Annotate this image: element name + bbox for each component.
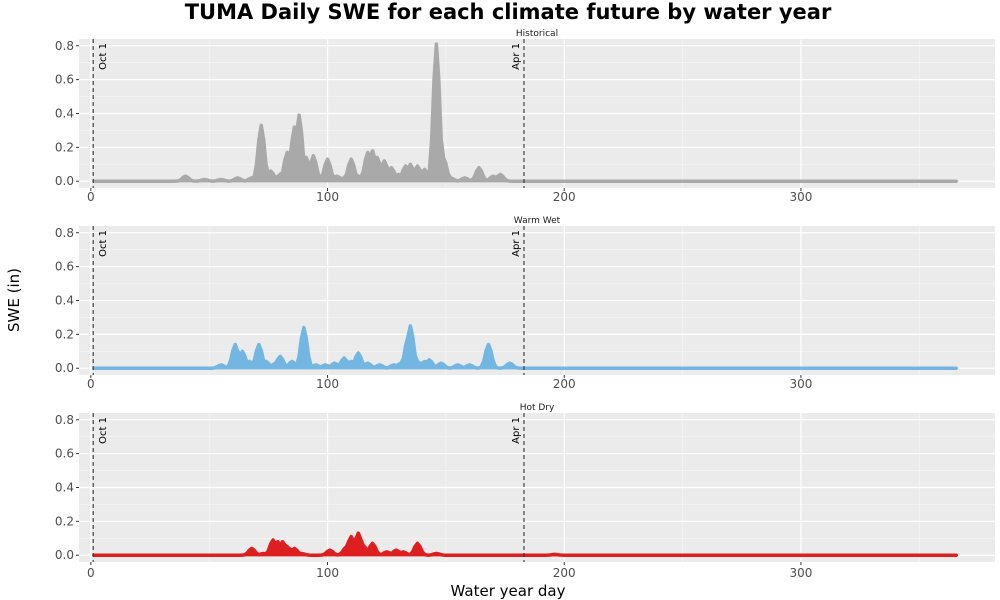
x-tick-label: 100 (316, 377, 339, 391)
y-tick-label: 0.4 (55, 481, 74, 495)
y-tick-label: 0.4 (55, 107, 74, 121)
y-tick-label: 0.8 (55, 413, 74, 427)
x-tick-label: 100 (316, 190, 339, 204)
x-tick-label: 0 (87, 190, 95, 204)
y-tick-label: 0.0 (55, 548, 74, 562)
panel-strip-label: Historical (516, 29, 558, 39)
swe-series-line (93, 324, 958, 370)
x-tick-label: 0 (87, 377, 95, 391)
y-tick-label: 0.0 (55, 361, 74, 375)
x-tick-label: 200 (553, 377, 576, 391)
reference-line-label: Apr 1 (511, 43, 522, 70)
y-tick-label: 0.2 (55, 327, 74, 341)
swe-series-line (93, 531, 958, 557)
chart-title: TUMA Daily SWE for each climate future b… (185, 0, 832, 24)
y-tick-label: 0.4 (55, 294, 74, 308)
x-tick-label: 300 (789, 377, 812, 391)
y-tick-label: 0.6 (55, 260, 74, 274)
y-tick-label: 0.6 (55, 447, 74, 461)
x-axis-title: Water year day (451, 582, 566, 600)
y-tick-label: 0.8 (55, 39, 74, 53)
x-tick-label: 0 (87, 566, 95, 580)
y-axis-title: SWE (in) (5, 268, 23, 332)
x-tick-label: 300 (789, 190, 812, 204)
panel-strip-label: Hot Dry (520, 403, 555, 413)
x-tick-label: 300 (789, 566, 812, 580)
y-tick-label: 0.2 (55, 514, 74, 528)
x-tick-label: 100 (316, 566, 339, 580)
reference-line-label: Oct 1 (98, 230, 109, 257)
x-tick-label: 200 (553, 566, 576, 580)
facet-panels: Historical 0.0 0.2 0.4 0.6 0.8 0 100 200 300 Oct 1… (55, 29, 995, 580)
y-tick-label: 0.6 (55, 73, 74, 87)
swe-series-line (93, 42, 958, 183)
x-tick-label: 200 (553, 190, 576, 204)
y-tick-label: 0.2 (55, 140, 74, 154)
reference-line-label: Apr 1 (511, 230, 522, 257)
panel-strip-label: Warm Wet (514, 216, 561, 226)
reference-line-label: Oct 1 (98, 417, 109, 444)
y-tick-label: 0.0 (55, 174, 74, 188)
reference-line-label: Apr 1 (511, 417, 522, 444)
reference-line-label: Oct 1 (98, 43, 109, 70)
y-tick-label: 0.8 (55, 226, 74, 240)
